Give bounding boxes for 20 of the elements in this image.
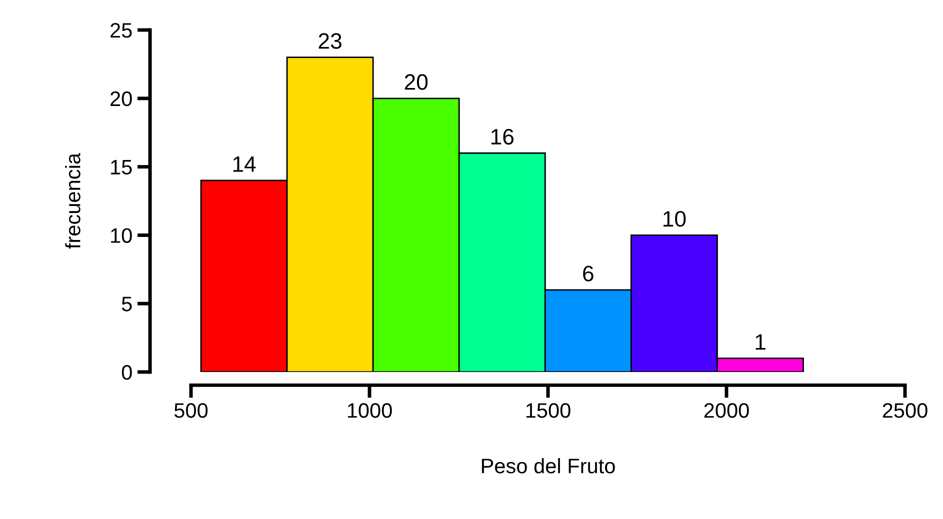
x-tick-label: 1000 [348, 403, 392, 418]
y-tick-label: 20 [110, 91, 132, 106]
y-tick-label: 0 [122, 365, 132, 380]
y-tick-label: 15 [111, 160, 132, 175]
x-tick-label: 2500 [882, 403, 928, 418]
data-label: 10 [664, 210, 686, 227]
data-label: 20 [404, 74, 428, 90]
x-tick-label: 500 [174, 403, 208, 418]
x-tick-label: 2000 [704, 403, 749, 418]
x-axis-title: Peso del Fruto [482, 458, 615, 474]
y-tick-label: 10 [111, 228, 132, 243]
y-tick-label: 25 [110, 23, 132, 38]
data-label: 23 [318, 33, 342, 49]
data-label: 6 [583, 266, 594, 282]
y-axis-title: frecuencia [65, 152, 80, 249]
data-label: 14 [233, 156, 256, 172]
y-tick-label: 5 [122, 296, 132, 312]
data-label: 1 [756, 334, 766, 350]
data-label: 16 [491, 128, 514, 145]
x-tick-label: 1500 [526, 403, 570, 418]
